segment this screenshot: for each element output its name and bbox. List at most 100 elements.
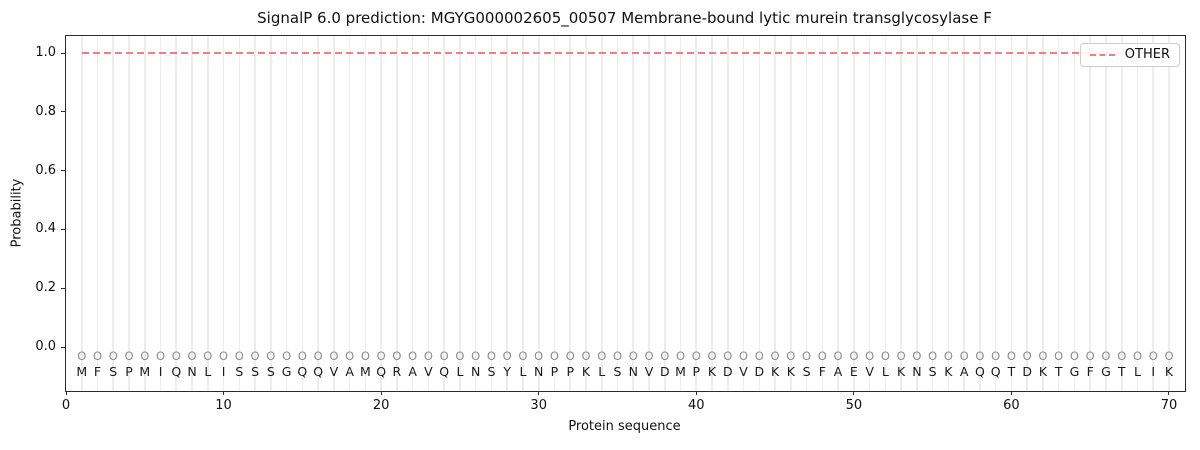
residue-letter: G [1101,364,1111,379]
position-tag-o: O [565,349,575,363]
residue-letter: A [833,364,843,379]
residue-gridline [1057,36,1060,391]
position-tag-o: O [660,349,670,363]
residue-letter: L [598,364,606,379]
residue-gridline [569,36,572,391]
position-tag-o: O [203,349,213,363]
residue-gridline [837,36,839,391]
residue-letter: D [659,364,670,379]
residue-letter: Q [376,364,387,379]
x-tick-label: 60 [1003,398,1020,413]
position-tag-o: O [912,349,922,363]
residue-letter: G [281,364,292,379]
y-tick-label: 0.6 [35,162,56,178]
position-tag-o: O [282,349,292,363]
residue-gridline [207,36,209,391]
position-tag-o: O [77,349,87,363]
residue-letter: L [456,364,464,379]
residue-letter: D [754,364,765,379]
position-tag-o: O [219,349,229,363]
y-tick-label: 0.4 [35,221,56,237]
residue-letter: T [1007,364,1016,379]
position-tag-o: O [849,349,859,363]
residue-letter: N [187,364,197,379]
position-tag-o: O [455,349,465,363]
position-tag-o: O [770,349,780,363]
residue-gridline [1136,36,1139,391]
residue-letter: Q [313,364,324,379]
position-tag-o: O [1101,349,1111,363]
chart-title: SignalP 6.0 prediction: MGYG000002605_00… [257,9,992,27]
position-tag-o: O [392,349,402,363]
residue-gridline [1105,36,1107,391]
x-tick-mark [1010,391,1012,395]
residue-letter: Q [171,364,182,379]
residue-gridline [1010,36,1013,391]
position-tag-o: O [1038,349,1048,363]
residue-letter: S [487,364,496,379]
residue-letter: K [770,364,780,379]
residue-gridline [774,36,776,391]
residue-letter: L [519,364,527,379]
residue-gridline [805,36,808,391]
residue-gridline [553,36,556,391]
y-tick-label: 1.0 [35,45,56,60]
residue-letter: I [1151,364,1156,379]
residue-gridline [884,36,887,391]
residue-gridline [396,36,398,391]
residue-letter: A [408,364,417,379]
x-tick-label: 30 [530,398,547,413]
position-tag-o: O [329,349,339,363]
residue-gridline [317,36,319,391]
residue-letter: S [109,364,118,379]
residue-letter: Q [974,364,985,379]
x-tick-mark [695,391,697,395]
residue-gridline [726,36,729,391]
residue-gridline [663,36,666,391]
position-tag-o: O [959,349,969,363]
residue-gridline [1089,36,1091,391]
position-tag-o: O [313,349,323,363]
x-tick-label: 50 [845,398,863,413]
residue-letter: L [881,364,889,379]
x-tick-mark [380,391,382,395]
y-tick-label: 0.8 [35,103,56,119]
residue-gridline [80,36,83,391]
residue-gridline [963,36,965,391]
position-tag-o: O [250,349,260,363]
residue-letter: T [1117,364,1126,379]
residue-letter: F [818,364,826,379]
position-tag-o: O [360,349,370,363]
y-tick-label: 0.0 [35,339,56,354]
residue-letter: K [581,364,591,379]
position-tag-o: O [187,349,197,363]
residue-gridline [853,36,855,391]
residue-letter: P [125,364,133,379]
residue-letter: G [1069,364,1080,379]
position-tag-o: O [833,349,843,363]
position-tag-o: O [92,349,103,363]
position-tag-o: O [486,349,496,363]
residue-gridline [947,36,950,391]
residue-gridline [758,36,761,391]
residue-letter: M [76,364,88,379]
position-tag-o: O [707,349,717,363]
position-tag-o: O [439,349,449,363]
residue-letter: A [345,364,354,379]
residue-letter: S [251,364,260,379]
residue-gridline [979,36,981,391]
position-tag-o: O [108,349,118,363]
position-tag-o: O [1054,349,1064,363]
residue-letter: S [928,364,937,379]
residue-gridline [994,36,997,391]
x-tick-label: 0 [61,398,71,413]
residue-gridline [632,36,635,391]
position-tag-o: O [612,349,623,363]
residue-gridline [380,36,382,391]
x-tick-label: 70 [1160,398,1178,413]
legend-other-dashed-line-sample [1089,53,1117,56]
residue-gridline [742,36,745,391]
y-tick-label: 0.2 [35,280,56,296]
residue-letter: Q [990,364,1001,379]
